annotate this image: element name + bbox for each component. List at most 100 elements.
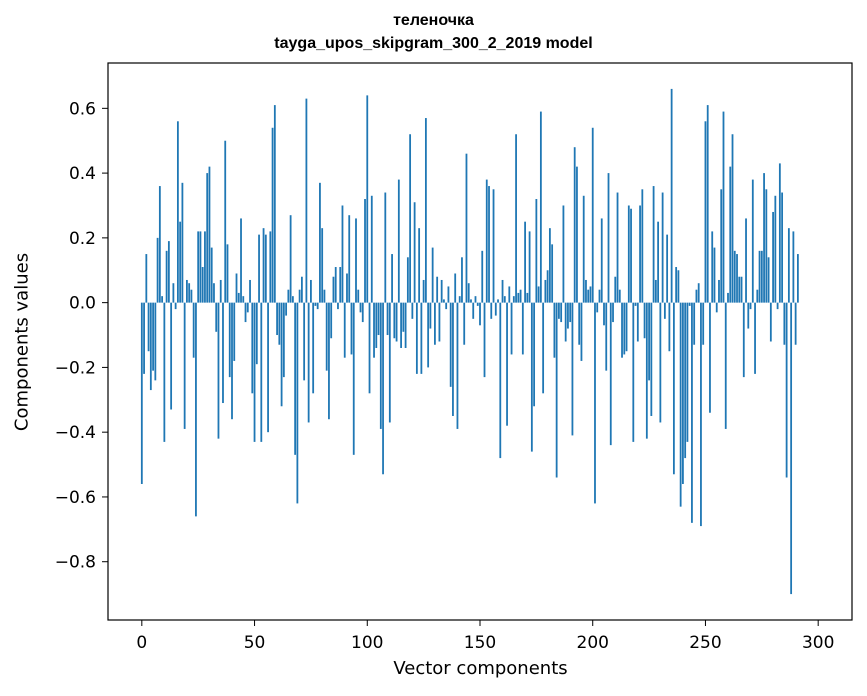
bar <box>585 279 587 303</box>
bar <box>603 302 605 326</box>
bar <box>742 302 745 378</box>
bar <box>483 302 486 378</box>
bar <box>406 257 409 303</box>
bar <box>240 218 242 303</box>
bar <box>208 166 211 303</box>
bar <box>783 302 786 345</box>
bar <box>558 302 560 319</box>
bar <box>445 302 448 310</box>
bar <box>492 189 495 303</box>
bar <box>539 111 542 303</box>
bar <box>305 98 308 303</box>
bar <box>587 289 590 303</box>
bar <box>718 279 720 303</box>
bar <box>411 302 414 319</box>
bar <box>787 228 790 303</box>
bar <box>774 195 777 303</box>
bar <box>267 302 269 433</box>
bar <box>366 95 369 303</box>
bar <box>668 302 671 352</box>
bar <box>321 228 324 303</box>
bar <box>670 88 673 303</box>
bar <box>494 302 497 316</box>
bar <box>296 302 299 504</box>
bar <box>702 302 705 345</box>
bar <box>228 302 231 378</box>
bar <box>506 302 508 426</box>
bar <box>756 289 759 303</box>
bar <box>700 302 702 527</box>
bar <box>551 244 554 303</box>
bar <box>521 302 524 355</box>
bar <box>666 234 669 303</box>
bar <box>582 195 585 303</box>
bar <box>630 208 632 303</box>
bar <box>785 302 788 478</box>
bar <box>526 292 529 303</box>
bar <box>443 299 445 303</box>
bar <box>749 302 752 310</box>
bar <box>686 302 689 442</box>
bar <box>519 289 522 303</box>
y-tick-label: −0.4 <box>55 423 96 443</box>
bar <box>562 205 565 303</box>
bar <box>210 247 213 303</box>
bar <box>183 302 186 429</box>
bar <box>397 179 400 303</box>
bar <box>310 279 312 303</box>
bar <box>634 302 637 306</box>
bar <box>226 244 229 303</box>
x-tick-label: 150 <box>464 633 496 653</box>
y-tick-label: −0.6 <box>55 488 96 508</box>
bar <box>706 105 709 303</box>
bar <box>181 182 184 303</box>
bar <box>697 283 700 303</box>
bar <box>186 279 188 303</box>
x-tick-label: 200 <box>577 633 609 653</box>
bar <box>179 221 182 303</box>
bar <box>760 250 763 303</box>
bar <box>470 299 472 303</box>
bar <box>217 302 220 439</box>
bar <box>231 302 233 420</box>
bar <box>458 296 461 303</box>
bar <box>357 289 360 303</box>
bar <box>143 302 145 374</box>
bar <box>386 302 389 336</box>
bar <box>355 218 357 303</box>
bar <box>501 279 504 303</box>
bar <box>303 302 306 381</box>
bar <box>763 173 765 303</box>
bar <box>537 286 540 303</box>
x-tick-label: 0 <box>136 633 147 653</box>
bar <box>720 189 723 303</box>
bar <box>740 276 743 303</box>
bar <box>388 302 391 423</box>
bar <box>195 302 197 517</box>
x-tick-label: 50 <box>244 633 266 653</box>
bar <box>731 134 734 303</box>
bar <box>607 173 610 303</box>
plot-frame <box>107 62 853 621</box>
x-tick-label: 300 <box>802 633 834 653</box>
bar <box>605 302 608 371</box>
bar <box>359 302 362 313</box>
bar <box>319 182 321 303</box>
bar <box>548 228 551 303</box>
bar <box>233 302 236 361</box>
bar <box>391 254 393 303</box>
bar <box>343 302 346 358</box>
bar <box>249 279 251 303</box>
bar <box>691 302 693 523</box>
y-tick-label: 0.2 <box>69 229 96 249</box>
bar <box>188 283 191 303</box>
bar <box>300 276 303 303</box>
bar <box>618 289 621 303</box>
bar <box>614 276 617 303</box>
bar <box>709 302 711 413</box>
bar <box>747 302 750 329</box>
bar <box>269 231 272 303</box>
bar <box>219 279 222 303</box>
bar <box>449 302 452 387</box>
bar <box>576 166 578 303</box>
